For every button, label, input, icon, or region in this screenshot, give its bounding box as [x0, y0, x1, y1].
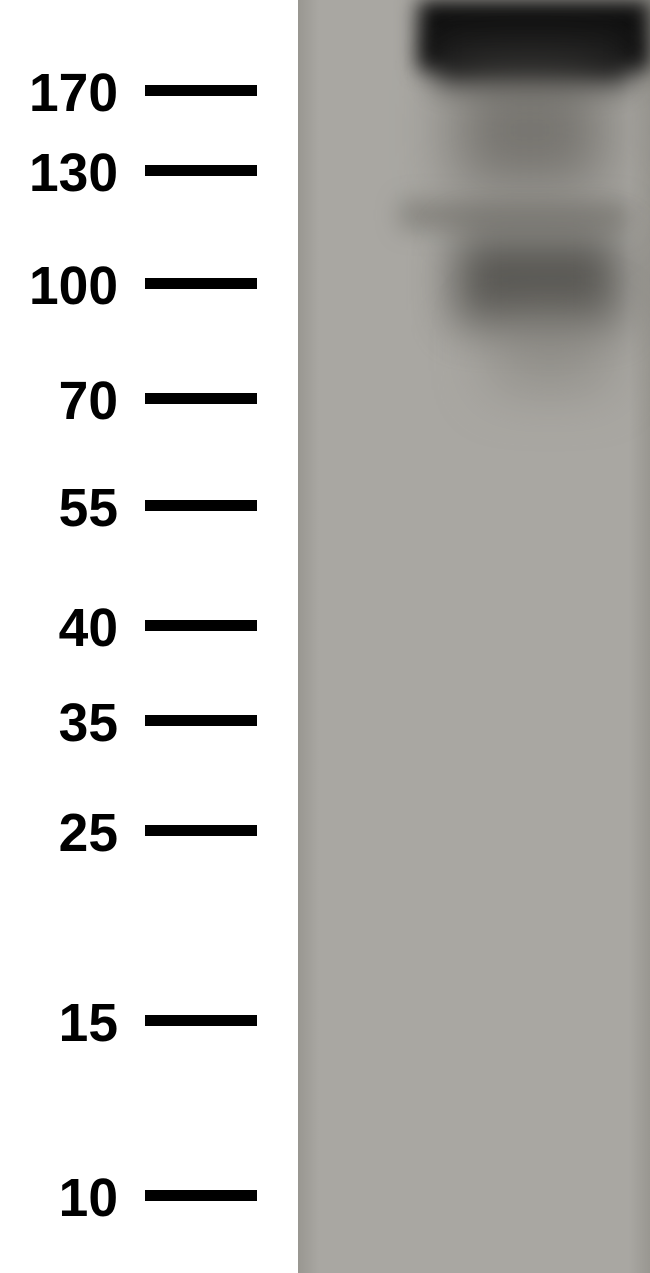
mw-marker-label: 40 — [0, 598, 118, 659]
mw-marker-tick — [145, 500, 257, 511]
mw-marker-label: 35 — [0, 693, 118, 754]
blot-band — [455, 70, 605, 190]
mw-marker-tick — [145, 278, 257, 289]
blot-membrane — [298, 0, 650, 1273]
mw-marker-label: 25 — [0, 803, 118, 864]
mw-marker-tick — [145, 85, 257, 96]
mw-marker-tick — [145, 165, 257, 176]
mw-marker-label: 15 — [0, 993, 118, 1054]
mw-marker-tick — [145, 825, 257, 836]
mw-marker-tick — [145, 1190, 257, 1201]
mw-marker-label: 130 — [0, 143, 118, 204]
mw-marker-tick — [145, 393, 257, 404]
mw-marker-tick — [145, 715, 257, 726]
blot-band — [400, 200, 630, 230]
mw-marker-label: 100 — [0, 256, 118, 317]
blot-band — [490, 310, 610, 390]
mw-marker-label: 170 — [0, 63, 118, 124]
mw-marker-label: 55 — [0, 478, 118, 539]
mw-marker-tick — [145, 620, 257, 631]
mw-marker-label: 70 — [0, 371, 118, 432]
western-blot-figure: 170 130 100 70 55 40 35 25 15 10 — [0, 0, 650, 1273]
mw-marker-label: 10 — [0, 1168, 118, 1229]
mw-marker-tick — [145, 1015, 257, 1026]
